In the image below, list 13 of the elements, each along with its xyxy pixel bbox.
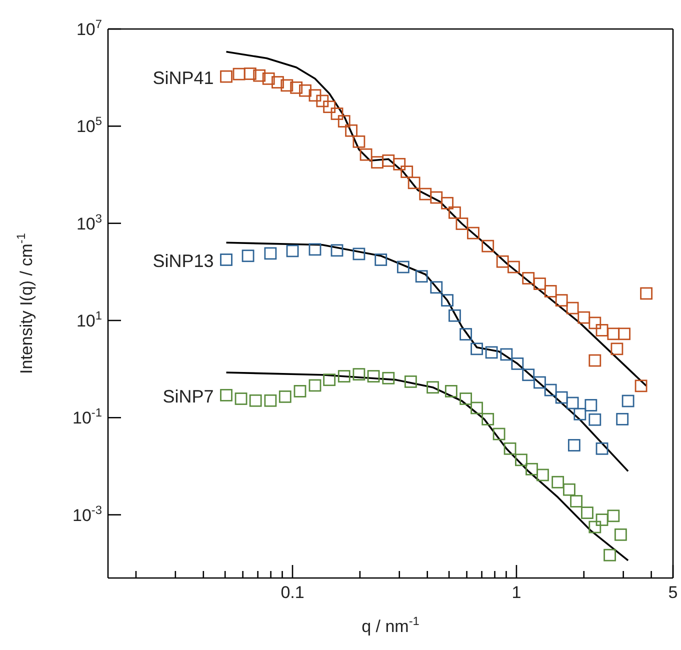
x-tick-label: 0.1 — [280, 583, 304, 602]
series-label: SiNP41 — [152, 68, 214, 88]
series-label: SiNP13 — [152, 251, 214, 272]
x-tick-label: 5 — [668, 583, 678, 602]
series-label: SiNP7 — [162, 386, 214, 407]
x-tick-label: 1 — [512, 583, 522, 602]
y-tick-label: 10$^{-1}$ — [72, 406, 102, 428]
y-tick-label: 10$^{7}$ — [76, 17, 102, 39]
y-tick-label: 10$^{-3}$ — [72, 502, 102, 525]
y-tick-label: 10$^{1}$ — [76, 308, 102, 330]
y-tick-label: 10$^{3}$ — [76, 211, 102, 234]
y-tick-label: 10$^{5}$ — [76, 114, 102, 136]
x-axis-title: q / nm$^{-1}$ — [362, 614, 420, 636]
